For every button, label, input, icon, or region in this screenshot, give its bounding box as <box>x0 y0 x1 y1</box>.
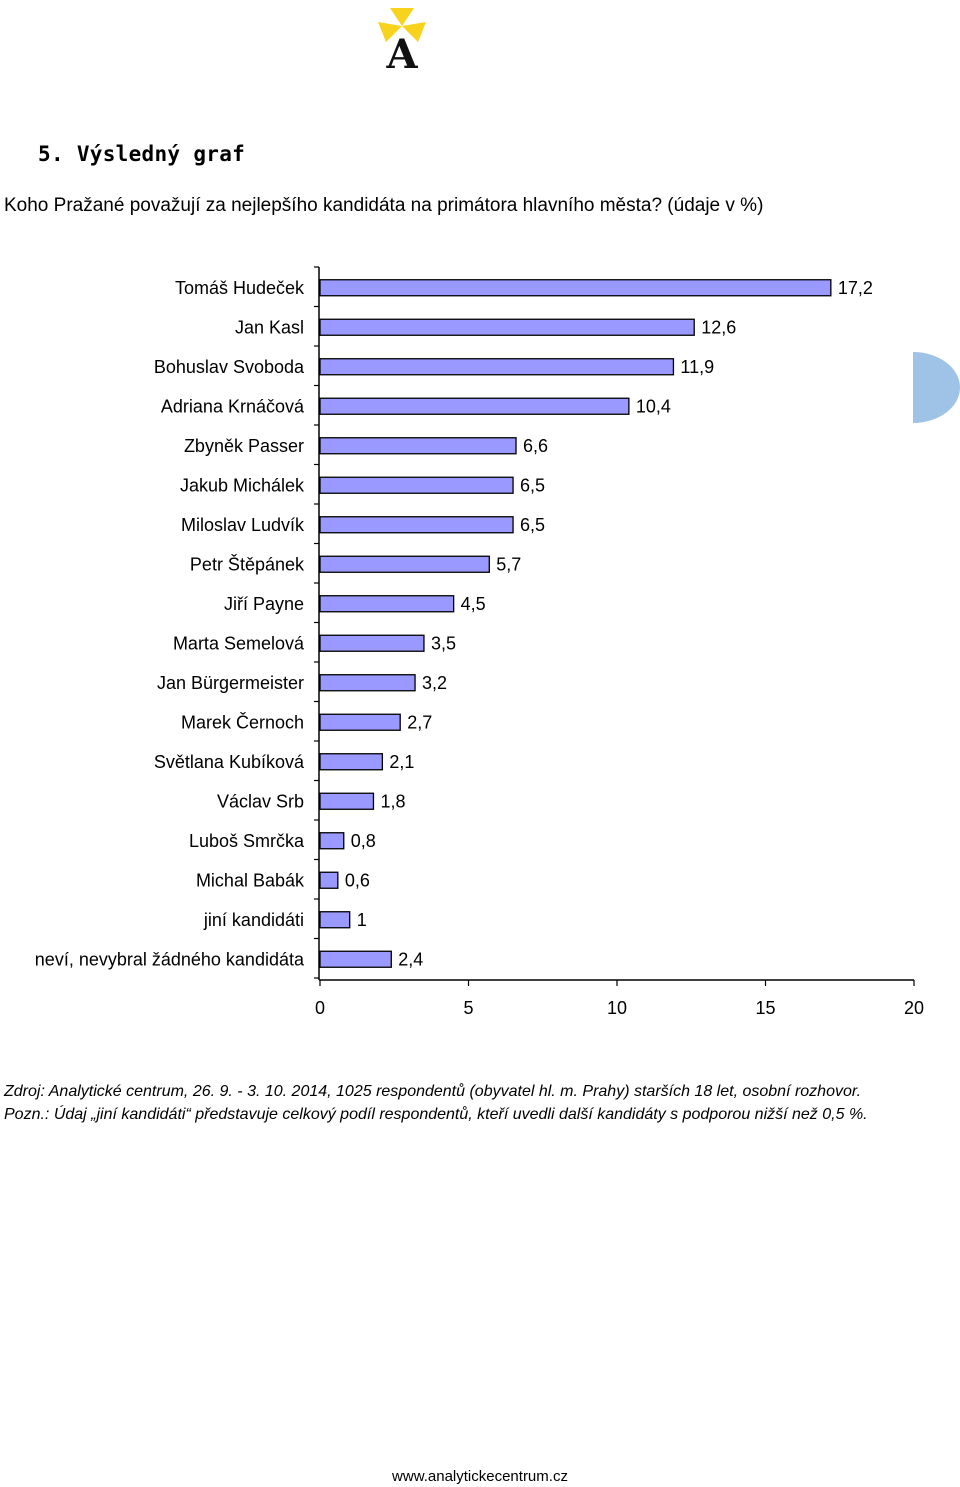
x-tick-label: 10 <box>607 998 627 1018</box>
data-label: 0,8 <box>351 831 376 851</box>
category-label: Tomáš Hudeček <box>175 278 305 298</box>
x-tick-label: 20 <box>904 998 924 1018</box>
bar <box>319 911 351 929</box>
bar <box>319 476 514 494</box>
category-label: Jiří Payne <box>224 594 304 614</box>
data-label: 1,8 <box>380 791 405 811</box>
data-label: 12,6 <box>701 317 736 337</box>
category-label: Marek Černoch <box>181 711 304 732</box>
bar <box>319 950 392 968</box>
data-label: 3,5 <box>431 633 456 653</box>
data-label: 2,4 <box>398 949 423 969</box>
notes: Zdroj: Analytické centrum, 26. 9. - 3. 1… <box>4 1080 884 1126</box>
data-label: 2,1 <box>389 752 414 772</box>
category-label: Michal Babák <box>196 870 305 890</box>
logo-letter: A <box>385 31 418 72</box>
bar-chart: 0 5 10 15 20 Tomáš Hudeček 17,2 Jan Kasl 12,6 Boh… <box>35 266 924 1018</box>
bar <box>319 279 832 297</box>
analyticke-centrum-logo: A <box>378 8 426 72</box>
source-label: Zdroj: <box>4 1083 45 1100</box>
remark-note: Pozn.: Údaj „jiní kandidáti“ představuje… <box>4 1103 884 1126</box>
data-label: 2,7 <box>407 712 432 732</box>
x-tick-label: 0 <box>315 998 325 1018</box>
bar <box>319 516 514 534</box>
data-label: 6,5 <box>520 475 545 495</box>
category-label: Luboš Smrčka <box>189 831 305 851</box>
data-label: 1 <box>357 910 367 930</box>
x-tick-label: 5 <box>463 998 473 1018</box>
footer-url[interactable]: www.analytickecentrum.cz <box>392 1468 568 1485</box>
note-text: : Údaj „jiní kandidáti“ představuje celk… <box>44 1106 868 1123</box>
data-label: 6,5 <box>520 515 545 535</box>
data-label: 10,4 <box>636 396 671 416</box>
note-label: Pozn. <box>4 1106 45 1123</box>
category-label: Petr Štěpánek <box>190 553 305 574</box>
bar <box>319 753 384 771</box>
source-note: Zdroj: Analytické centrum, 26. 9. - 3. 1… <box>4 1080 884 1103</box>
side-tab-shape <box>913 352 960 423</box>
bar <box>319 674 416 692</box>
bar <box>319 555 490 573</box>
source-text: Analytické centrum, 26. 9. - 3. 10. 2014… <box>44 1083 862 1100</box>
category-label: Bohuslav Svoboda <box>154 357 305 377</box>
logo-petals <box>378 8 426 42</box>
bar <box>319 634 425 652</box>
category-label: Zbyněk Passer <box>184 436 304 456</box>
category-label: Václav Srb <box>217 791 304 811</box>
category-label: neví, nevybral žádného kandidáta <box>35 949 305 969</box>
bar <box>319 318 695 336</box>
section-title: 5. Výsledný graf <box>38 142 246 166</box>
bar <box>319 397 630 415</box>
bar <box>319 832 345 850</box>
category-label: Jakub Michálek <box>180 475 305 495</box>
bar <box>319 595 455 613</box>
category-label: jiní kandidáti <box>203 910 304 930</box>
data-label: 3,2 <box>422 673 447 693</box>
category-label: Jan Bürgermeister <box>157 673 304 693</box>
chart-question: Koho Pražané považují za nejlepšího kand… <box>4 195 764 216</box>
data-label: 5,7 <box>496 554 521 574</box>
category-label: Adriana Krnáčová <box>161 396 305 416</box>
data-label: 0,6 <box>345 870 370 890</box>
x-tick-label: 15 <box>755 998 775 1018</box>
category-label: Miloslav Ludvík <box>181 515 305 535</box>
data-label: 6,6 <box>523 436 548 456</box>
data-label: 11,9 <box>680 357 714 377</box>
bar <box>319 437 517 455</box>
data-label: 4,5 <box>461 594 486 614</box>
data-label: 17,2 <box>838 278 873 298</box>
bar <box>319 871 339 889</box>
bar <box>319 713 401 731</box>
bar <box>319 358 675 376</box>
category-label: Marta Semelová <box>173 633 305 653</box>
category-label: Světlana Kubíková <box>154 752 305 772</box>
bar <box>319 792 375 810</box>
category-label: Jan Kasl <box>235 317 304 337</box>
